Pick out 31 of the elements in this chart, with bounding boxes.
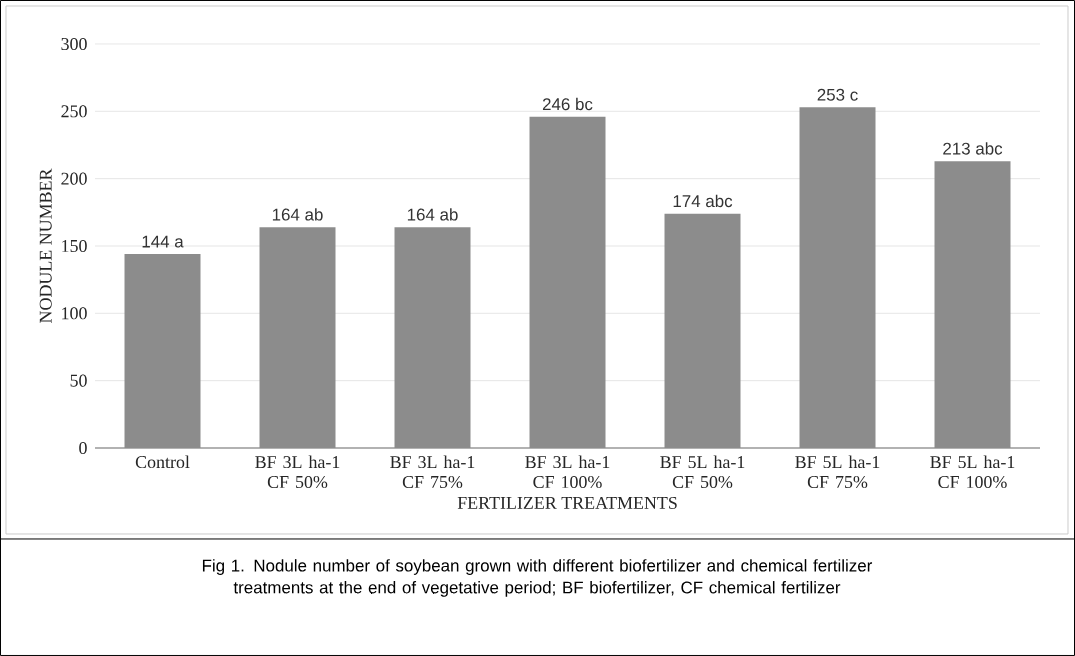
x-tick-label: BF 3L ha-1 CF 75% <box>390 455 475 489</box>
y-tick-label: 300 <box>61 37 87 51</box>
data-label: 174 abc <box>673 194 733 208</box>
x-tick-label: BF 3L ha-1 CF 100% <box>525 455 610 489</box>
x-tick-label: BF 5L ha-1 CF 50% <box>660 455 745 489</box>
y-tick-label: 0 <box>79 441 87 455</box>
x-tick-label: BF 5L ha-1 CF 100% <box>930 455 1015 489</box>
y-tick-label: 250 <box>61 105 87 118</box>
data-label: 213 abc <box>943 142 1003 155</box>
bar <box>529 116 606 448</box>
bar <box>799 107 876 448</box>
caption: Fig 1. Nodule number of soybean grown with different biofertilizer and chemical fertilizer treatments at the end of vegetative period; BF biofertilizer, CF chemical fertilizer <box>202 559 873 597</box>
y-tick-label: 100 <box>62 307 87 320</box>
bar <box>124 254 201 448</box>
data-label: 164 ab <box>272 208 323 221</box>
x-tick-label: Control <box>135 455 190 469</box>
bar <box>259 227 336 448</box>
bar <box>394 227 471 448</box>
x-tick-label: BF 3L ha-1 CF 50% <box>255 455 340 489</box>
y-axis-title: NODULE NUMBER <box>39 168 52 323</box>
y-tick-label: 200 <box>61 172 87 185</box>
bar <box>664 213 741 448</box>
x-tick-label: BF 5L ha-1 CF 75% <box>795 455 880 489</box>
bar <box>934 161 1011 448</box>
data-label: 246 bc <box>542 97 593 111</box>
x-axis-title: FERTILIZER TREATMENTS <box>457 496 677 509</box>
data-label: 253 c <box>817 88 858 101</box>
y-tick-label: 50 <box>70 374 87 387</box>
y-tick-label: 150 <box>62 239 87 253</box>
data-label: 144 a <box>142 235 184 248</box>
data-label: 164 ab <box>407 208 458 221</box>
